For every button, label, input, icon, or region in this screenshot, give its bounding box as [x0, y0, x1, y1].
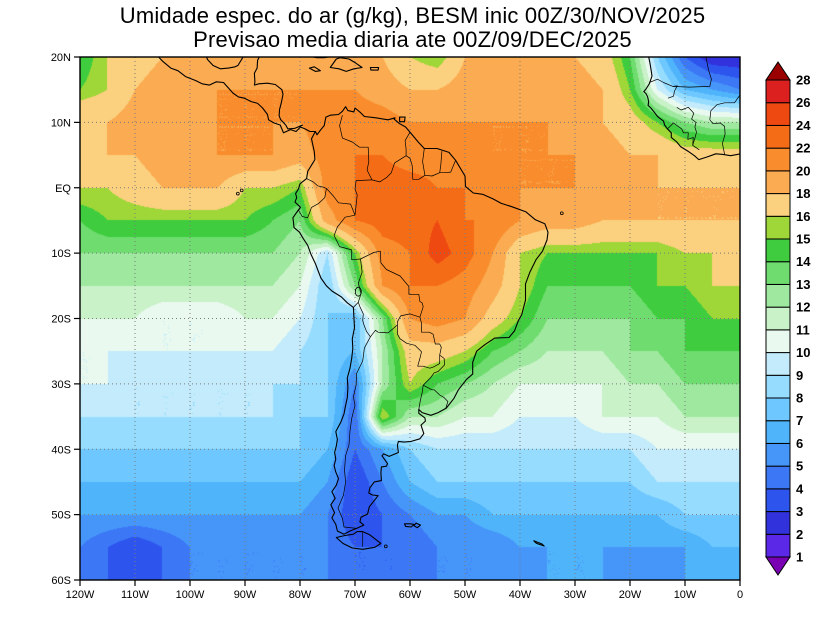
colorbar-tick-label: 12 — [796, 300, 810, 315]
colorbar-segment — [765, 79, 791, 104]
colorbar-tick-label: 24 — [796, 118, 811, 133]
longitude-tick-label: 50W — [454, 589, 477, 601]
longitude-tick-label: 120W — [66, 589, 95, 601]
longitude-tick-label: 20W — [619, 589, 642, 601]
colorbar-tick-label: 8 — [796, 391, 803, 406]
colorbar-tick-label: 20 — [796, 163, 810, 178]
colorbar-tick-label: 10 — [796, 345, 810, 360]
colorbar-segment — [765, 488, 791, 513]
colorbar-segment — [765, 147, 791, 172]
colorbar-segment — [765, 193, 791, 217]
colorbar-segment — [765, 261, 791, 285]
latitude-tick-label: 10S — [51, 248, 71, 260]
longitude-tick-label: 30W — [564, 589, 587, 601]
colorbar-segment — [765, 283, 791, 308]
latitude-tick-label: 40S — [51, 444, 71, 456]
humidity-heatmap-canvas — [80, 57, 740, 580]
colorbar-segment — [765, 533, 791, 558]
colorbar-tick-label: 15 — [796, 232, 810, 247]
latitude-tick-label: 30S — [51, 379, 71, 391]
longitude-tick-label: 0 — [737, 589, 743, 601]
longitude-tick-label: 40W — [509, 589, 532, 601]
colorbar-segment — [765, 465, 791, 490]
colorbar-top-arrow — [765, 61, 791, 81]
longitude-tick-label: 70W — [344, 589, 367, 601]
colorbar-segment — [765, 511, 791, 535]
colorbar-segment — [765, 124, 791, 149]
colorbar-segment — [765, 170, 791, 195]
colorbar-segment — [765, 352, 791, 376]
colorbar-segment — [765, 329, 791, 354]
latitude-tick-label: EQ — [55, 183, 71, 195]
colorbar-tick-label: 22 — [796, 141, 810, 156]
latitude-tick-label: 60S — [51, 575, 71, 587]
longitude-tick-label: 110W — [121, 589, 150, 601]
longitude-tick-label: 10W — [674, 589, 697, 601]
chart-title: Umidade espec. do ar (g/kg), BESM inic 0… — [119, 3, 706, 28]
longitude-tick-label: 100W — [176, 589, 205, 601]
longitude-tick-label: 60W — [399, 589, 422, 601]
colorbar-tick-label: 26 — [796, 95, 810, 110]
latitude-tick-label: 50S — [51, 510, 71, 522]
chart-subtitle: Previsao media diaria ate 00Z/09/DEC/202… — [193, 27, 632, 52]
colorbar-tick-label: 18 — [796, 186, 810, 201]
colorbar-segment — [765, 442, 791, 467]
longitude-tick-label: 90W — [234, 589, 257, 601]
colorbar-segment — [765, 374, 791, 399]
colorbar-segment — [765, 102, 791, 126]
colorbar-tick-label: 28 — [796, 73, 810, 88]
longitude-tick-label: 80W — [289, 589, 312, 601]
latitude-tick-label: 10N — [51, 117, 71, 129]
colorbar-segment — [765, 238, 791, 263]
colorbar-tick-label: 1 — [796, 550, 803, 565]
colorbar-segment — [765, 397, 791, 422]
colorbar-tick-label: 3 — [796, 504, 803, 519]
colorbar-tick-label: 16 — [796, 209, 810, 224]
colorbar-tick-label: 6 — [796, 436, 803, 451]
colorbar-tick-label: 5 — [796, 459, 803, 474]
colorbar-tick-label: 7 — [796, 413, 803, 428]
colorbar-tick-label: 11 — [796, 322, 810, 337]
colorbar-tick-label: 13 — [796, 277, 810, 292]
colorbar-segment — [765, 306, 791, 331]
colorbar-tick-label: 9 — [796, 368, 803, 383]
colorbar-tick-label: 14 — [796, 254, 811, 269]
colorbar-bottom-arrow — [765, 556, 791, 576]
colorbar-segment — [765, 420, 791, 444]
latitude-tick-label: 20N — [51, 52, 71, 64]
colorbar-tick-label: 2 — [796, 527, 803, 542]
colorbar-segment — [765, 215, 791, 240]
latitude-tick-label: 20S — [51, 314, 71, 326]
colorbar-tick-label: 4 — [796, 481, 804, 496]
